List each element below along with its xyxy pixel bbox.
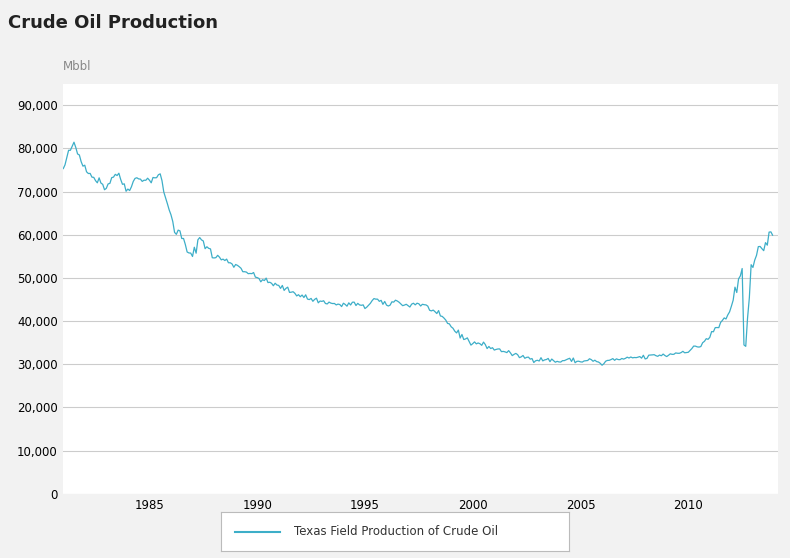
Text: Mbbl: Mbbl: [63, 60, 92, 74]
Text: Crude Oil Production: Crude Oil Production: [8, 14, 218, 32]
Text: Texas Field Production of Crude Oil: Texas Field Production of Crude Oil: [294, 525, 498, 538]
